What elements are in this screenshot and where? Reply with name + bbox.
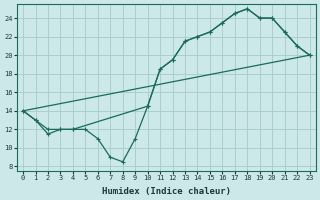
- X-axis label: Humidex (Indice chaleur): Humidex (Indice chaleur): [102, 187, 231, 196]
